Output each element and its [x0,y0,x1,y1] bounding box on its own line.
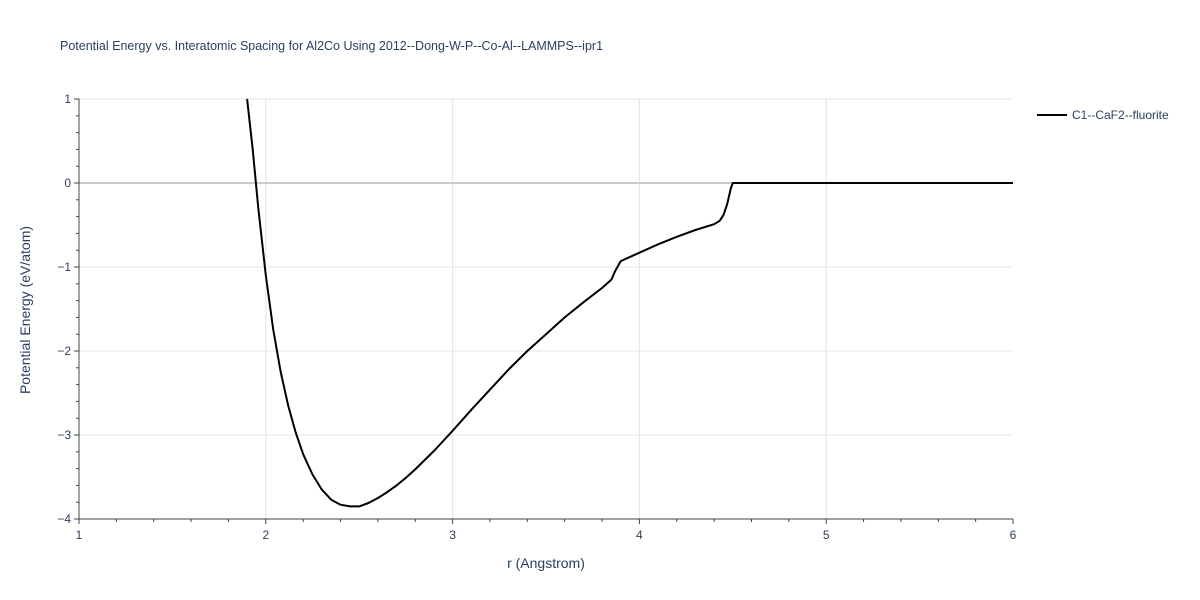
legend-label: C1--CaF2--fluorite [1072,108,1169,122]
y-tick-label: 0 [64,176,71,190]
y-tick-label: 1 [64,92,71,106]
tick-labels: 1 2 3 4 5 6 1 0 −1 −2 −3 −4 [57,92,1016,542]
y-tick-label: −1 [57,260,71,274]
series-line [246,98,1013,508]
series-lines [246,98,1013,508]
x-tick-label: 6 [1010,528,1017,542]
y-axis-label: Potential Energy (eV/atom) [17,226,33,394]
grid [78,98,1013,520]
y-tick-label: −3 [57,428,71,442]
legend[interactable]: C1--CaF2--fluorite [1037,108,1169,122]
x-tick-label: 3 [449,528,456,542]
y-tick-label: −2 [57,344,71,358]
x-tick-label: 4 [636,528,643,542]
x-tick-label: 2 [262,528,269,542]
x-axis-label: r (Angstrom) [507,555,585,571]
y-tick-label: −4 [57,512,71,526]
x-tick-label: 1 [76,528,83,542]
x-tick-label: 5 [823,528,830,542]
chart-title: Potential Energy vs. Interatomic Spacing… [60,39,603,53]
